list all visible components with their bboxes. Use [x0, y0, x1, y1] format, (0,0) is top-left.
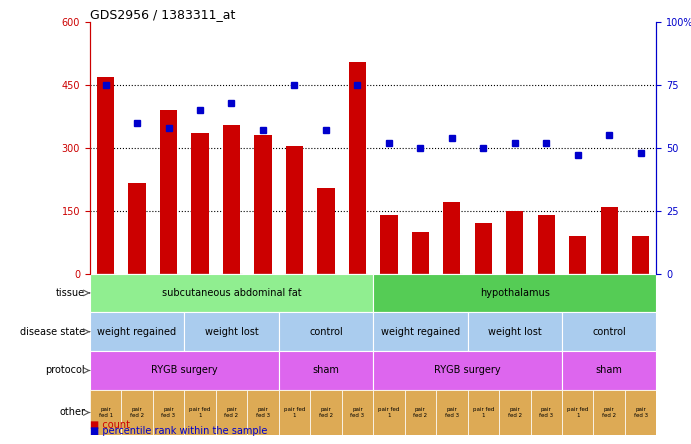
Text: control: control — [592, 327, 626, 337]
Text: sham: sham — [596, 365, 623, 376]
Bar — [310, 390, 341, 435]
Bar — [216, 390, 247, 435]
Text: sham: sham — [312, 365, 339, 376]
Text: pair
fed 2: pair fed 2 — [413, 407, 428, 418]
Text: weight regained: weight regained — [97, 327, 177, 337]
Bar — [600, 206, 618, 274]
Text: other: other — [59, 408, 85, 417]
Bar — [341, 390, 373, 435]
Bar — [632, 236, 650, 274]
Bar — [405, 390, 436, 435]
Text: pair fed
1: pair fed 1 — [284, 407, 305, 418]
Bar — [436, 390, 468, 435]
Bar — [129, 183, 146, 274]
Bar — [90, 351, 278, 390]
Bar — [160, 110, 177, 274]
Bar — [531, 390, 562, 435]
Bar — [475, 223, 492, 274]
Bar — [184, 312, 278, 351]
Text: pair
fed 3: pair fed 3 — [162, 407, 176, 418]
Bar — [153, 390, 184, 435]
Text: pair
fed 3: pair fed 3 — [350, 407, 364, 418]
Bar — [223, 125, 240, 274]
Bar — [122, 390, 153, 435]
Text: GDS2956 / 1383311_at: GDS2956 / 1383311_at — [90, 8, 235, 21]
Bar — [569, 236, 587, 274]
Bar — [373, 312, 468, 351]
Bar — [594, 390, 625, 435]
Text: weight lost: weight lost — [488, 327, 542, 337]
Text: ■ count: ■ count — [90, 420, 130, 430]
Text: pair fed
1: pair fed 1 — [473, 407, 494, 418]
Bar — [373, 390, 405, 435]
Bar — [380, 215, 397, 274]
Text: pair
fed 2: pair fed 2 — [319, 407, 333, 418]
Bar — [506, 211, 524, 274]
Text: pair fed
1: pair fed 1 — [567, 407, 589, 418]
Bar — [286, 146, 303, 274]
Bar — [247, 390, 278, 435]
Text: pair
fed 2: pair fed 2 — [225, 407, 238, 418]
Bar — [90, 312, 184, 351]
Text: pair
fed 3: pair fed 3 — [445, 407, 459, 418]
Bar — [349, 62, 366, 274]
Text: RYGB surgery: RYGB surgery — [151, 365, 218, 376]
Bar — [373, 351, 562, 390]
Bar — [562, 312, 656, 351]
Bar — [373, 274, 656, 312]
Bar — [278, 312, 373, 351]
Bar — [562, 351, 656, 390]
Bar — [184, 390, 216, 435]
Text: pair
fed 2: pair fed 2 — [130, 407, 144, 418]
Text: pair
fed 2: pair fed 2 — [602, 407, 616, 418]
Bar — [412, 232, 429, 274]
Bar — [90, 390, 122, 435]
Text: pair
fed 1: pair fed 1 — [99, 407, 113, 418]
Bar — [499, 390, 531, 435]
Bar — [254, 135, 272, 274]
Text: pair fed
1: pair fed 1 — [189, 407, 211, 418]
Bar — [468, 390, 499, 435]
Text: protocol: protocol — [46, 365, 85, 376]
Text: pair
fed 3: pair fed 3 — [539, 407, 553, 418]
Bar — [443, 202, 460, 274]
Text: subcutaneous abdominal fat: subcutaneous abdominal fat — [162, 288, 301, 298]
Bar — [278, 390, 310, 435]
Bar — [278, 351, 373, 390]
Text: control: control — [309, 327, 343, 337]
Bar — [625, 390, 656, 435]
Text: disease state: disease state — [20, 327, 85, 337]
Text: weight regained: weight regained — [381, 327, 460, 337]
Text: RYGB surgery: RYGB surgery — [434, 365, 501, 376]
Bar — [90, 274, 373, 312]
Text: ■ percentile rank within the sample: ■ percentile rank within the sample — [90, 426, 267, 436]
Text: pair
fed 2: pair fed 2 — [508, 407, 522, 418]
Text: pair
fed 3: pair fed 3 — [634, 407, 647, 418]
Bar — [538, 215, 555, 274]
Bar — [191, 133, 209, 274]
Text: pair
fed 3: pair fed 3 — [256, 407, 270, 418]
Text: weight lost: weight lost — [205, 327, 258, 337]
Bar — [97, 77, 114, 274]
Text: tissue: tissue — [56, 288, 85, 298]
Text: pair fed
1: pair fed 1 — [378, 407, 399, 418]
Bar — [468, 312, 562, 351]
Text: hypothalamus: hypothalamus — [480, 288, 550, 298]
Bar — [317, 188, 334, 274]
Bar — [562, 390, 594, 435]
